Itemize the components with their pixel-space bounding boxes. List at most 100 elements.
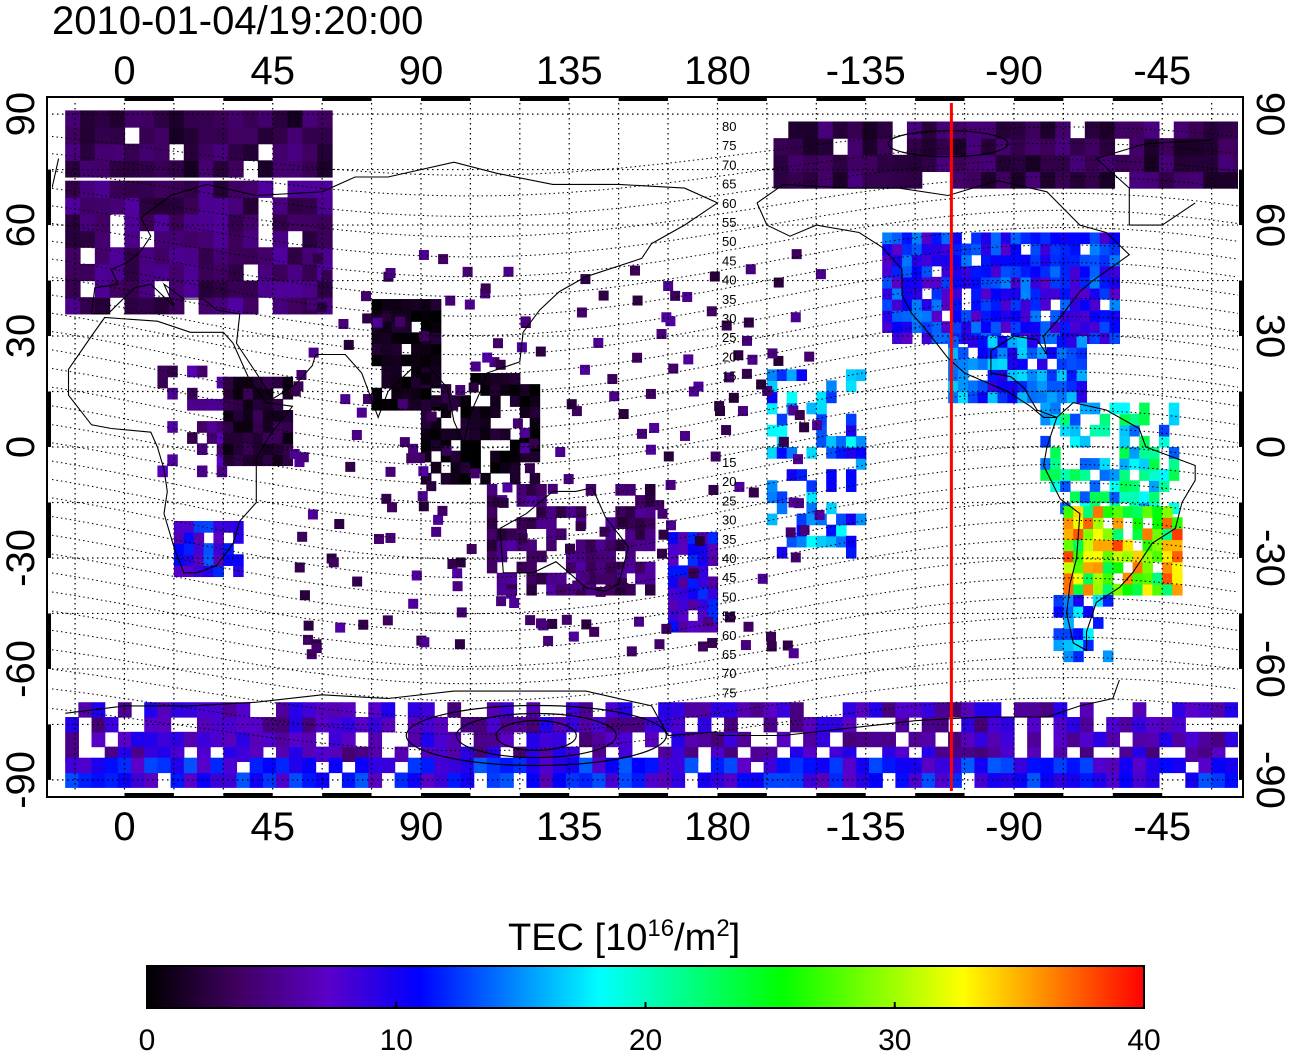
tec-cell	[687, 543, 699, 555]
tec-cell	[420, 472, 432, 485]
tec-cell	[671, 702, 686, 718]
tec-cell	[1109, 310, 1120, 322]
tec-cell	[948, 358, 959, 370]
tec-cell	[1168, 458, 1180, 470]
tec-cell	[509, 472, 521, 485]
tec-cell	[1099, 469, 1111, 481]
tec-cell	[1168, 402, 1180, 415]
tec-cell	[420, 373, 432, 385]
tec-cell	[139, 197, 155, 215]
tec-cell	[371, 398, 383, 411]
tec-cell	[124, 230, 140, 248]
tec-cell	[1050, 402, 1061, 415]
tec-cell	[1040, 332, 1051, 345]
frame-tick-bar	[717, 97, 767, 101]
tec-cell	[845, 469, 857, 481]
frame-tick-bar	[124, 793, 174, 797]
tec-cell	[1056, 380, 1068, 393]
tec-cell	[1007, 380, 1018, 393]
tec-cell	[1089, 491, 1101, 504]
tec-cell	[625, 517, 636, 529]
tec-cell	[901, 232, 913, 245]
tec-cell	[1093, 517, 1104, 529]
tec-cell	[1145, 757, 1160, 774]
tec-cell	[1089, 480, 1101, 492]
tec-cell	[697, 587, 709, 600]
tec-cell	[1162, 572, 1173, 585]
tec-cell	[1079, 458, 1091, 470]
tec-cell	[328, 702, 343, 718]
tec-cell	[1025, 171, 1041, 189]
tec-cell	[526, 483, 537, 496]
tec-cell	[1020, 299, 1032, 311]
tec-cell	[198, 160, 215, 178]
tec-cell	[788, 138, 804, 156]
tec-cell	[635, 561, 646, 574]
tec-cell	[1119, 447, 1130, 459]
tec-cell	[766, 641, 777, 652]
tec-cell	[1218, 171, 1234, 189]
tec-cell	[921, 138, 938, 156]
tec-cell	[430, 395, 442, 407]
tec-cell	[526, 550, 537, 563]
tec-cell	[1129, 424, 1140, 437]
tec-cell	[1055, 121, 1071, 139]
tec-cell	[452, 581, 463, 592]
tec-cell	[1132, 583, 1144, 596]
tec-cell	[529, 472, 541, 485]
tec-cell	[216, 465, 228, 478]
tec-cell	[1152, 539, 1163, 552]
tec-cell	[561, 614, 572, 625]
tec-cell	[556, 528, 567, 541]
tec-cell	[233, 565, 244, 578]
tec-cell	[803, 772, 817, 788]
tec-cell	[546, 572, 557, 585]
tec-cell	[1168, 469, 1180, 481]
tec-cell	[1132, 506, 1144, 518]
tec-cell	[430, 321, 442, 333]
colorbar-title-superscript: 16	[647, 915, 674, 942]
tec-cell	[585, 572, 597, 585]
tec-cell	[931, 321, 943, 333]
tec-cell	[262, 443, 274, 455]
tec-cell	[697, 554, 709, 566]
tec-cell	[1233, 121, 1238, 139]
tec-cell	[1139, 413, 1150, 426]
tec-cell	[546, 539, 557, 552]
tec-cell	[961, 702, 976, 718]
tec-cell	[1063, 628, 1074, 640]
tec-cell	[1060, 265, 1071, 278]
tec-cell	[990, 265, 1002, 278]
tec-cell	[78, 772, 93, 788]
tec-cell	[1158, 757, 1173, 774]
tec-cell	[1069, 435, 1081, 448]
tec-cell	[1162, 561, 1173, 574]
tec-cell	[228, 247, 244, 265]
tec-cell	[173, 532, 185, 544]
tec-cell	[1050, 287, 1061, 300]
tec-cell	[1069, 232, 1081, 245]
tec-cell	[625, 561, 636, 574]
tec-cell	[1144, 121, 1160, 139]
tec-cell	[317, 180, 333, 198]
tec-cell	[773, 355, 784, 366]
tec-cell	[895, 757, 910, 774]
tec-cell	[626, 646, 637, 657]
tec-cell	[1084, 138, 1101, 156]
top-lon-tick: -135	[826, 49, 906, 93]
tec-cell	[684, 702, 699, 718]
tec-cell	[615, 539, 626, 552]
tec-cell	[668, 587, 679, 600]
tec-cell	[806, 502, 817, 515]
tec-cell	[272, 110, 289, 128]
tec-cell	[401, 376, 412, 389]
tec-cell	[282, 387, 294, 400]
tec-cell	[1173, 121, 1190, 139]
tec-cell	[1172, 528, 1183, 541]
tec-cell	[766, 424, 778, 437]
tec-cell	[213, 127, 229, 145]
tec-cell	[496, 583, 508, 596]
tec-cell	[688, 568, 699, 579]
tec-cell	[411, 376, 422, 389]
tec-cell	[745, 264, 756, 275]
